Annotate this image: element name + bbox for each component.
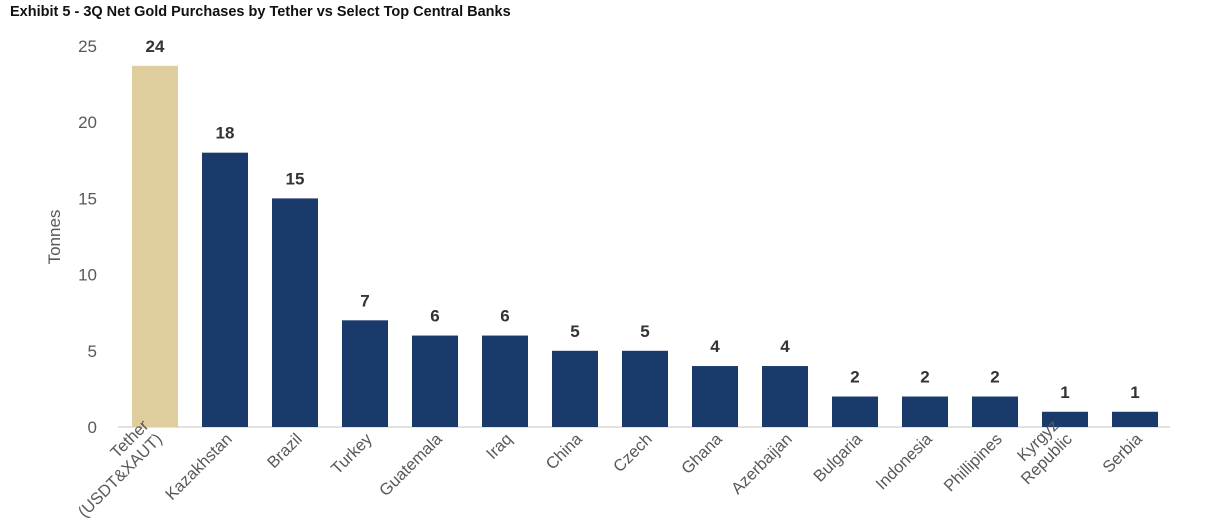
x-tick-label: Ghana — [678, 430, 726, 478]
x-tick-label: Phillipines — [941, 430, 1006, 495]
y-tick-label: 15 — [78, 189, 97, 208]
y-tick-label: 5 — [88, 342, 97, 361]
bar — [202, 152, 248, 427]
x-tick-label: Indonesia — [872, 430, 936, 494]
bar — [552, 350, 598, 427]
data-label: 5 — [640, 322, 649, 341]
data-label: 2 — [850, 368, 859, 387]
data-label: 6 — [430, 307, 439, 326]
bar — [902, 396, 948, 427]
bar — [482, 335, 528, 427]
data-label: 15 — [286, 169, 305, 188]
bar — [762, 366, 808, 427]
data-label: 4 — [710, 337, 720, 356]
x-tick-label: Turkey — [328, 430, 376, 478]
x-tick-label: Brazil — [264, 430, 306, 472]
bar — [1042, 411, 1088, 427]
data-label: 7 — [360, 291, 369, 310]
x-tick-label: Czech — [610, 430, 656, 476]
y-tick-label: 20 — [78, 113, 97, 132]
data-label: 1 — [1130, 383, 1139, 402]
bar — [272, 198, 318, 427]
bar — [972, 396, 1018, 427]
x-tick-label: Bulgaria — [810, 430, 866, 486]
bar — [342, 320, 388, 427]
x-tick-label: Serbia — [1099, 430, 1146, 477]
data-label: 2 — [920, 368, 929, 387]
bar — [692, 366, 738, 427]
data-label: 18 — [216, 124, 235, 143]
data-label: 6 — [500, 307, 509, 326]
bar — [132, 65, 178, 427]
y-axis-label: Tonnes — [45, 210, 64, 265]
bar — [832, 396, 878, 427]
data-label: 2 — [990, 368, 999, 387]
x-tick-label: Kazakhstan — [162, 430, 236, 504]
data-label: 24 — [146, 37, 165, 56]
data-label: 4 — [780, 337, 790, 356]
bar — [412, 335, 458, 427]
chart-title: Exhibit 5 - 3Q Net Gold Purchases by Tet… — [10, 4, 511, 20]
x-tick-label: Iraq — [483, 430, 516, 463]
x-tick-label: China — [543, 430, 587, 474]
y-tick-label: 10 — [78, 266, 97, 285]
x-tick-label: Guatemala — [376, 430, 446, 500]
bar — [622, 350, 668, 427]
x-tick-label: Azerbaijan — [728, 430, 796, 498]
data-label: 5 — [570, 322, 579, 341]
bar — [1112, 411, 1158, 427]
data-label: 1 — [1060, 383, 1069, 402]
y-tick-label: 0 — [88, 418, 97, 437]
y-tick-label: 25 — [78, 37, 97, 56]
x-tick-label: Tether(USDT&XAUT) — [61, 416, 166, 521]
